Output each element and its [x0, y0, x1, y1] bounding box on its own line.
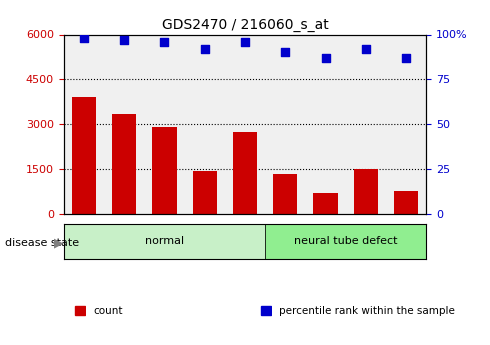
FancyBboxPatch shape [265, 224, 426, 259]
FancyBboxPatch shape [64, 224, 265, 259]
Bar [394, 191, 418, 214]
Text: disease state: disease state [5, 238, 79, 248]
Point [241, 39, 249, 45]
Point [161, 39, 169, 45]
Bar [273, 174, 297, 214]
Bar [261, 306, 271, 315]
Text: normal: normal [145, 237, 184, 246]
Bar [144, 34, 185, 214]
Bar [72, 97, 96, 214]
Point [201, 46, 209, 52]
Bar [233, 132, 257, 214]
Bar [112, 114, 136, 214]
Point [402, 55, 410, 61]
Bar [354, 169, 378, 214]
Text: percentile rank within the sample: percentile rank within the sample [279, 306, 455, 315]
Bar [152, 127, 176, 214]
Bar [193, 170, 217, 214]
Bar [273, 174, 297, 214]
Point [281, 50, 289, 55]
Text: neural tube defect: neural tube defect [294, 237, 397, 246]
Point [362, 46, 370, 52]
Bar [346, 34, 386, 214]
Bar [354, 169, 378, 214]
Bar [386, 34, 426, 214]
Bar [74, 306, 84, 315]
Bar [314, 193, 338, 214]
Bar [314, 193, 338, 214]
Bar [104, 34, 144, 214]
Bar [233, 132, 257, 214]
Point [120, 37, 128, 43]
Bar [64, 34, 104, 214]
Bar [225, 34, 265, 214]
Bar [265, 34, 305, 214]
Bar [185, 34, 225, 214]
Bar [305, 34, 346, 214]
Text: count: count [93, 306, 122, 315]
Bar [112, 114, 136, 214]
Text: ▶: ▶ [54, 237, 64, 250]
Point [80, 35, 88, 41]
Bar [394, 191, 418, 214]
Bar [193, 170, 217, 214]
Bar [72, 97, 96, 214]
Point [321, 55, 329, 61]
Title: GDS2470 / 216060_s_at: GDS2470 / 216060_s_at [162, 18, 328, 32]
Bar [152, 127, 176, 214]
